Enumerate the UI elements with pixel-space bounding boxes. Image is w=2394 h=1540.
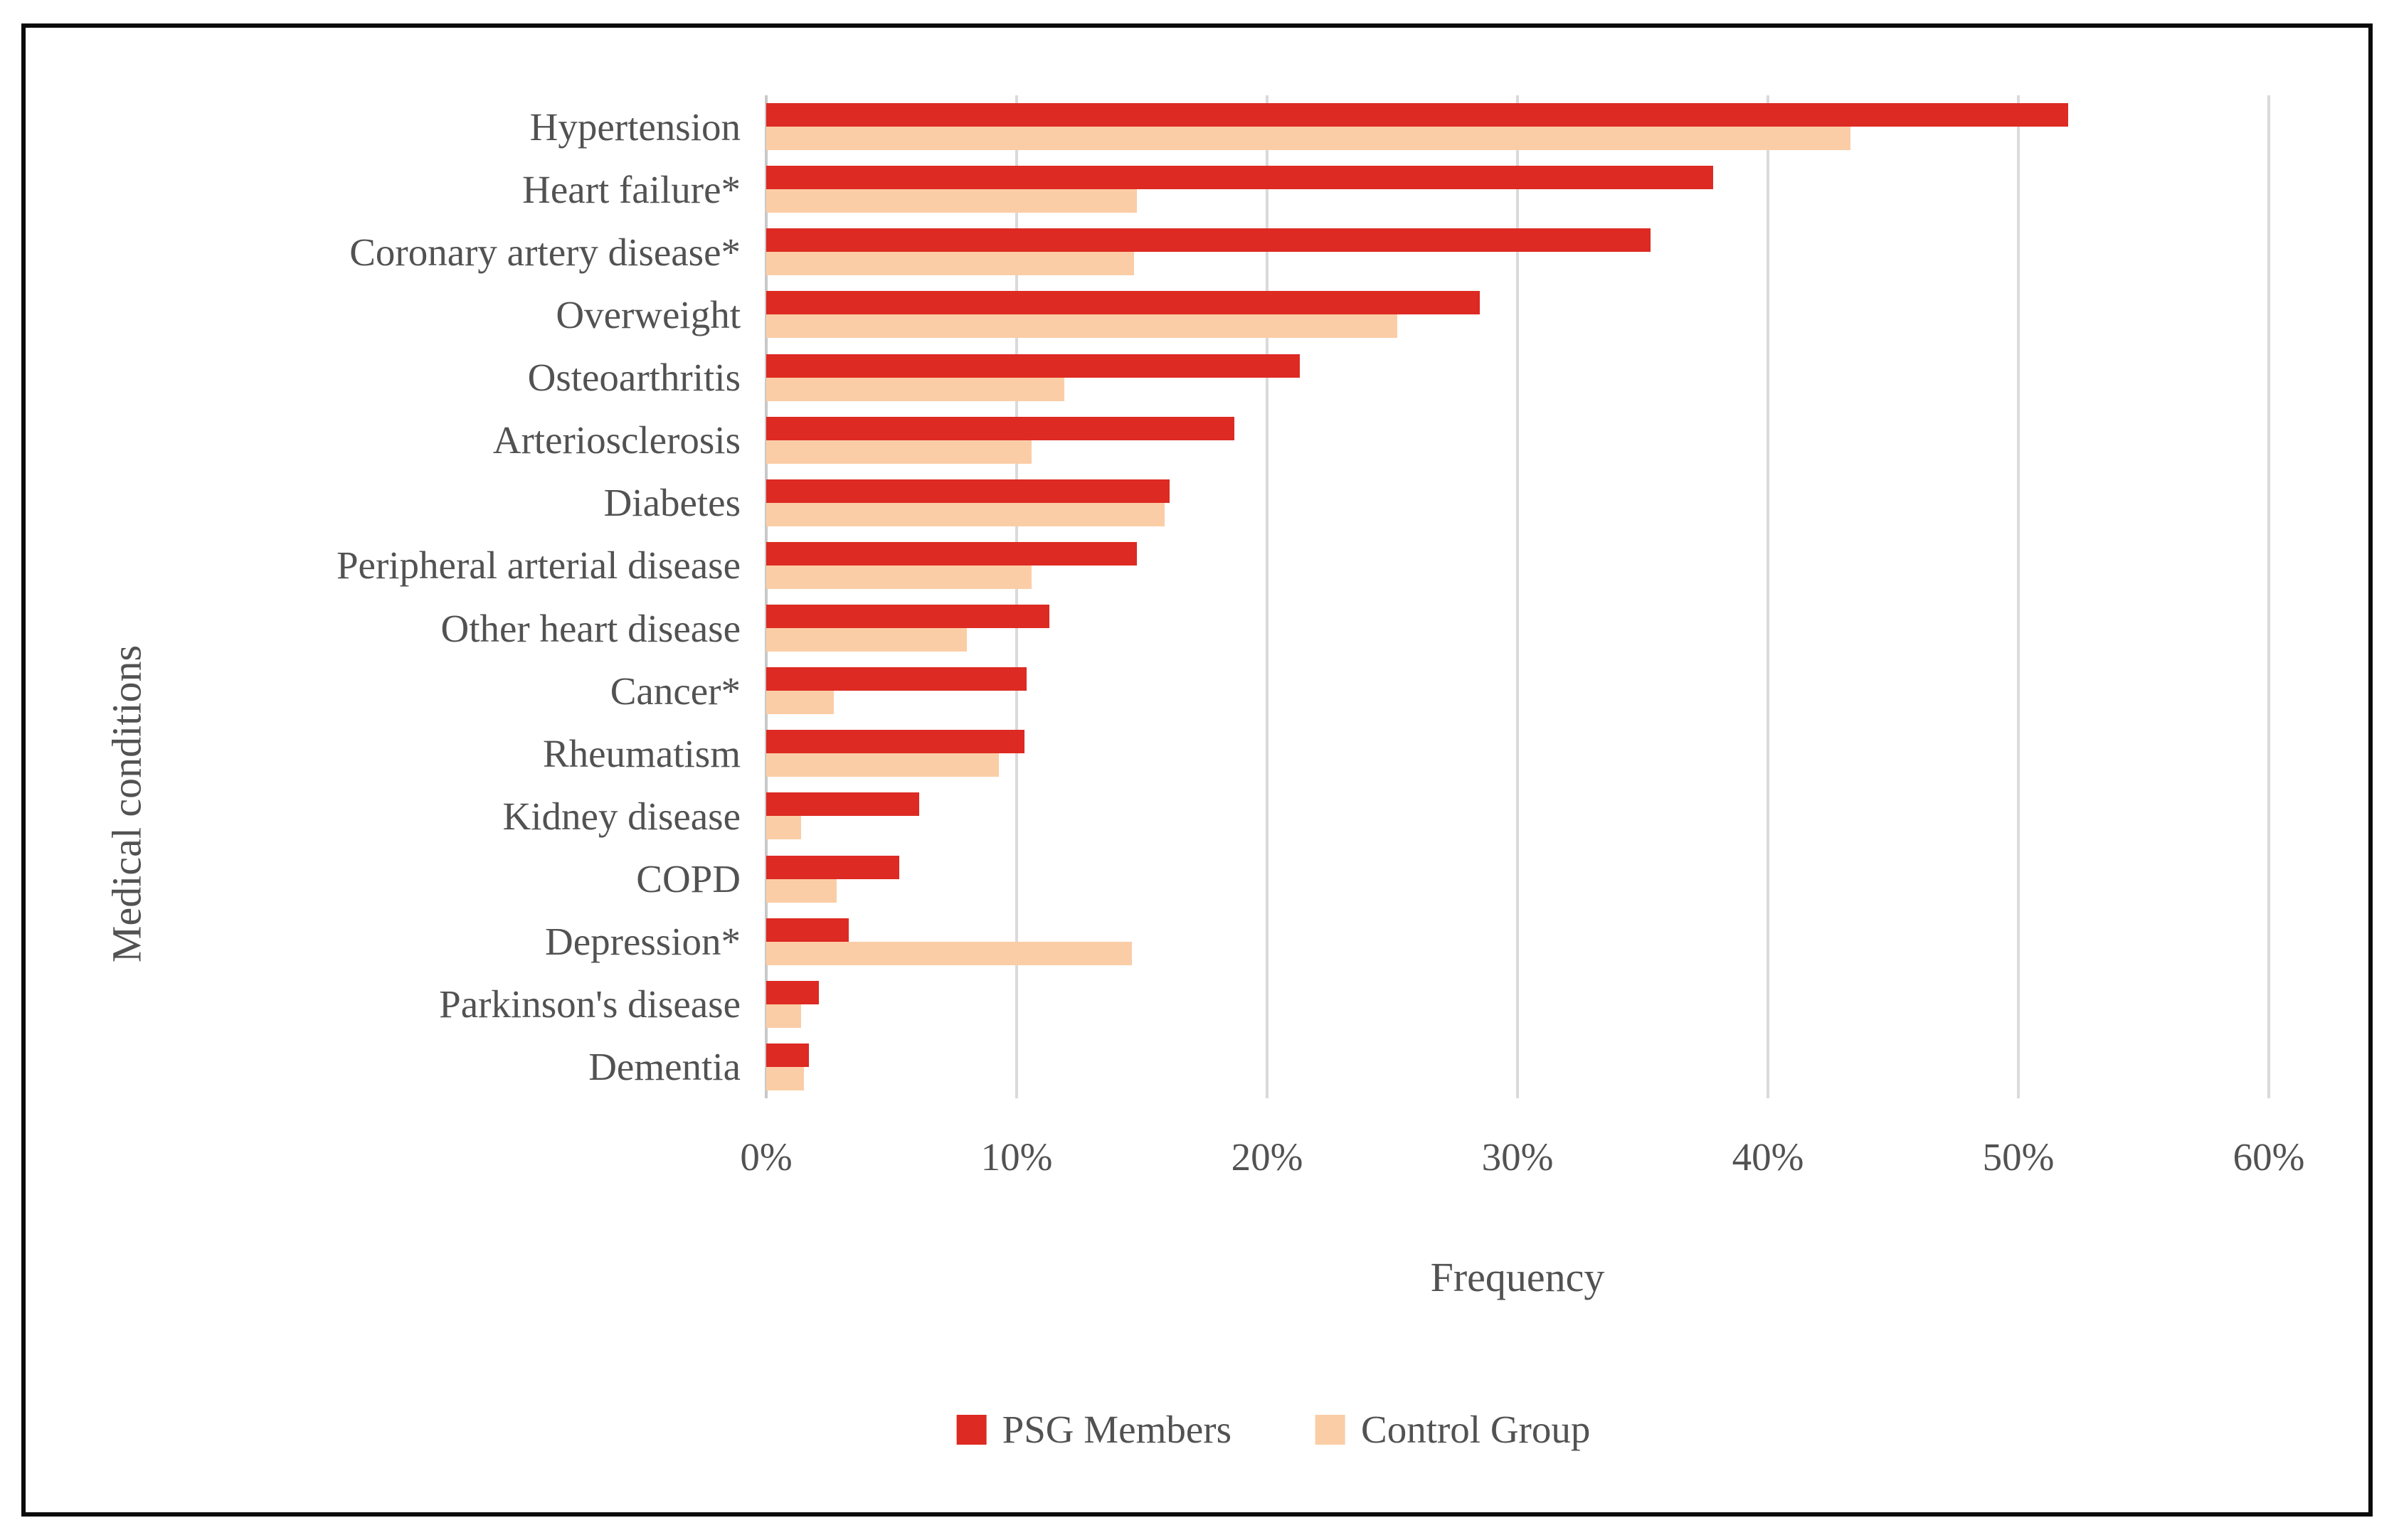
category-label: Other heart disease <box>440 606 741 650</box>
control-group-bar <box>766 377 1064 401</box>
bar-group <box>766 95 2269 158</box>
control-group-bar <box>766 878 837 903</box>
x-tick-label: 30% <box>1481 1135 1554 1179</box>
control-group-bar <box>766 1066 804 1090</box>
legend: PSG Members Control Group <box>956 1407 1590 1452</box>
bar-group <box>766 1036 2269 1098</box>
gridline-30% <box>1516 95 1519 1098</box>
x-axis-tick-labels: 0% 10% 20% 30% 40% 50% 60% <box>740 1135 2304 1191</box>
psg-members-bar <box>766 605 1049 629</box>
category-label: COPD <box>636 857 741 901</box>
value-axis-line <box>765 95 768 1098</box>
bar-group <box>766 221 2269 283</box>
control-group-bar <box>766 565 1032 589</box>
bar-group <box>766 597 2269 659</box>
legend-label-control-group: Control Group <box>1361 1408 1591 1451</box>
psg-members-bar <box>766 1043 809 1067</box>
control-group-bar <box>766 252 1135 276</box>
gridline-10% <box>1015 95 1018 1098</box>
control-group-bar <box>766 189 1137 213</box>
psg-members-bar <box>766 667 1027 691</box>
bar-group <box>766 283 2269 346</box>
gridline-60% <box>2267 95 2270 1098</box>
control-group-bar <box>766 753 1000 777</box>
category-label: Cancer* <box>610 669 741 713</box>
bar-group <box>766 409 2269 472</box>
bar-group <box>766 659 2269 722</box>
category-label: Depression* <box>545 920 741 964</box>
category-label: Rheumatism <box>542 731 741 775</box>
legend-label-psg-members: PSG Members <box>1002 1408 1232 1451</box>
control-group-bar <box>766 440 1032 464</box>
bar-group <box>766 973 2269 1036</box>
psg-members-bar <box>766 103 2069 127</box>
x-tick-label: 0% <box>740 1135 793 1179</box>
psg-members-bar <box>766 855 899 879</box>
control-group-bar <box>766 628 967 652</box>
x-axis-title: Frequency <box>1430 1254 1605 1300</box>
psg-members-swatch-icon <box>956 1414 987 1445</box>
bar-group <box>766 848 2269 910</box>
category-label: Overweight <box>556 292 741 336</box>
plot-area <box>765 95 2270 1098</box>
category-label: Dementia <box>588 1045 741 1089</box>
category-label: Peripheral arterial disease <box>336 543 741 588</box>
gridline-40% <box>1767 95 1769 1098</box>
category-label: Kidney disease <box>502 794 741 838</box>
psg-members-bar <box>766 980 819 1004</box>
psg-members-bar <box>766 730 1024 754</box>
bar-group <box>766 534 2269 597</box>
psg-members-bar <box>766 166 1713 190</box>
control-group-bar <box>766 1004 802 1028</box>
gridline-50% <box>2017 95 2020 1098</box>
x-tick-label: 50% <box>1982 1135 2055 1179</box>
control-group-bar <box>766 941 1132 965</box>
x-tick-label: 40% <box>1732 1135 1804 1179</box>
psg-members-bar <box>766 918 849 942</box>
control-group-bar <box>766 691 835 715</box>
psg-members-bar <box>766 479 1170 503</box>
bar-group <box>766 910 2269 973</box>
bar-group <box>766 346 2269 409</box>
legend-item-control-group: Control Group <box>1315 1407 1590 1452</box>
gridline-20% <box>1266 95 1268 1098</box>
category-label: Parkinson's disease <box>439 982 741 1026</box>
control-group-swatch-icon <box>1315 1414 1346 1445</box>
category-label: Heart failure* <box>522 167 741 211</box>
psg-members-bar <box>766 792 919 817</box>
psg-members-bar <box>766 228 1651 253</box>
bar-group <box>766 785 2269 847</box>
category-label: Osteoarthritis <box>527 356 741 400</box>
control-group-bar <box>766 314 1398 339</box>
bar-group <box>766 472 2269 534</box>
legend-item-psg-members: PSG Members <box>956 1407 1232 1452</box>
control-group-bar <box>766 816 802 840</box>
x-tick-label: 60% <box>2233 1135 2305 1179</box>
x-tick-label: 20% <box>1231 1135 1303 1179</box>
bar-group <box>766 158 2269 221</box>
figure-border <box>21 23 2373 1517</box>
category-label: Coronary artery disease* <box>349 230 741 274</box>
psg-members-bar <box>766 291 1481 315</box>
category-label: Arteriosclerosis <box>492 418 741 462</box>
control-group-bar <box>766 127 1851 151</box>
x-tick-label: 10% <box>980 1135 1053 1179</box>
category-axis-labels: Hypertension Heart failure* Coronary arter… <box>0 95 741 1098</box>
bar-group <box>766 722 2269 785</box>
psg-members-bar <box>766 416 1235 440</box>
category-label: Hypertension <box>529 105 741 149</box>
psg-members-bar <box>766 354 1300 378</box>
psg-members-bar <box>766 541 1137 565</box>
control-group-bar <box>766 502 1165 526</box>
category-label: Diabetes <box>603 481 741 525</box>
